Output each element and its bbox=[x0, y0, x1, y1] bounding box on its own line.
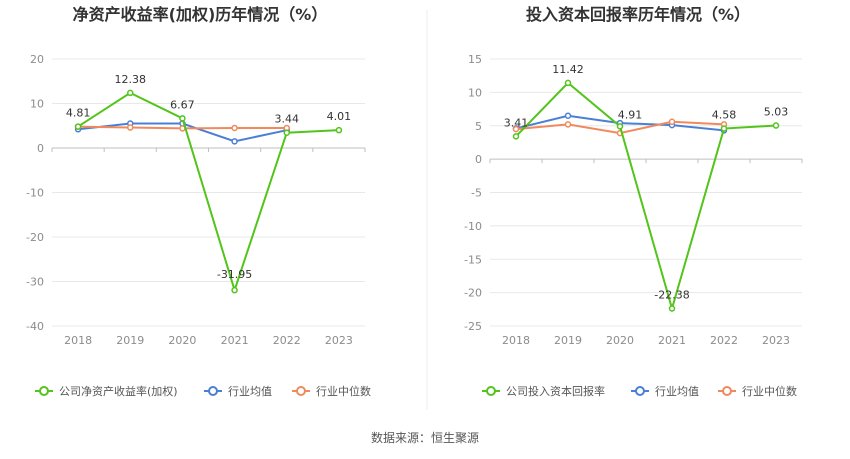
data-label: 3.44 bbox=[275, 113, 300, 126]
legend-swatch-marker bbox=[208, 386, 218, 396]
legend-entry: 公司净资产收益率(加权) bbox=[59, 384, 178, 398]
chart-1: 20 10 0 -10 -20 -30 -40 2018 2019 2020 2021 2022 202… bbox=[26, 53, 371, 398]
x-tick-label: 2023 bbox=[325, 334, 353, 347]
data-label: 4.81 bbox=[66, 107, 91, 120]
x-tick-label: 2018 bbox=[64, 334, 92, 347]
data-point bbox=[179, 115, 186, 122]
y-tick-label: -30 bbox=[26, 276, 44, 289]
data-point bbox=[564, 79, 572, 87]
data-label: 4.58 bbox=[712, 109, 737, 122]
legend-swatch-marker bbox=[722, 386, 732, 396]
y-tick-label: -5 bbox=[471, 187, 482, 200]
x-tick-label: 2019 bbox=[554, 334, 582, 347]
data-point bbox=[720, 125, 728, 132]
data-label: 4.91 bbox=[618, 108, 643, 121]
data-label: 3.41 bbox=[504, 116, 529, 129]
legend-entry: 行业均值 bbox=[655, 385, 699, 398]
data-label: 11.42 bbox=[552, 63, 584, 76]
data-point bbox=[283, 129, 290, 136]
legend-swatch-marker bbox=[635, 386, 645, 396]
y-tick-label: 10 bbox=[30, 98, 44, 111]
y-tick-label: -10 bbox=[464, 220, 482, 233]
data-point bbox=[512, 133, 520, 140]
data-point bbox=[127, 89, 134, 97]
data-label: -31.95 bbox=[217, 268, 252, 281]
data-point bbox=[564, 112, 572, 119]
y-tick-label: -10 bbox=[26, 187, 44, 200]
legend-entry: 行业均值 bbox=[228, 385, 272, 398]
y-tick-label: -25 bbox=[464, 320, 482, 333]
y-tick-label: 10 bbox=[468, 86, 482, 99]
series-line-1 bbox=[77, 91, 339, 294]
x-tick-label: 2022 bbox=[710, 334, 738, 347]
y-tick-label: 20 bbox=[30, 53, 44, 66]
data-point bbox=[231, 124, 238, 132]
y-tick-label: 15 bbox=[468, 53, 482, 66]
x-tick-label: 2020 bbox=[606, 334, 634, 347]
y-tick-label: -15 bbox=[464, 253, 482, 266]
data-point bbox=[564, 121, 572, 128]
x-tick-label: 2020 bbox=[168, 334, 196, 347]
chart-2-title: 投入资本回报率历年情况（%） bbox=[526, 5, 750, 24]
chart-1-title: 净资产收益率(加权)历年情况（%） bbox=[73, 5, 328, 24]
x-tick-label: 2021 bbox=[221, 334, 249, 347]
data-point bbox=[668, 305, 676, 312]
x-tick-label: 2018 bbox=[502, 334, 530, 347]
data-point bbox=[74, 123, 82, 130]
data-point bbox=[668, 118, 676, 125]
data-point bbox=[616, 123, 624, 130]
x-tick-label: 2021 bbox=[658, 334, 686, 347]
data-point bbox=[231, 138, 238, 145]
y-tick-label: -20 bbox=[464, 287, 482, 300]
data-label: 4.01 bbox=[327, 110, 352, 123]
chart-2: 15 10 5 0 -5 -10 -15 -20 -25 2018 2019 2020 2021 2022… bbox=[464, 53, 803, 398]
legend-entry: 行业中位数 bbox=[316, 384, 371, 398]
legend-swatch-marker bbox=[296, 386, 306, 396]
y-tick-label: 0 bbox=[37, 142, 44, 155]
legend-swatch-marker bbox=[39, 386, 49, 396]
legend-swatch-marker bbox=[486, 386, 496, 396]
data-point bbox=[127, 124, 134, 131]
data-label: 12.38 bbox=[115, 73, 147, 86]
data-point bbox=[512, 125, 520, 133]
legend-entry: 公司投入资本回报率 bbox=[506, 384, 605, 398]
data-label: 5.03 bbox=[764, 106, 789, 119]
y-tick-label: -40 bbox=[26, 320, 44, 333]
data-point bbox=[231, 286, 238, 294]
y-tick-label: 5 bbox=[475, 120, 482, 133]
data-label: -22.38 bbox=[654, 289, 689, 302]
x-tick-label: 2019 bbox=[116, 334, 144, 347]
x-tick-label: 2023 bbox=[762, 334, 790, 347]
series-line-1 bbox=[515, 81, 777, 313]
data-source: 数据来源：恒生聚源 bbox=[371, 430, 479, 445]
y-tick-label: -20 bbox=[26, 231, 44, 244]
data-point bbox=[772, 122, 780, 129]
x-tick-label: 2022 bbox=[273, 334, 301, 347]
data-label: 6.67 bbox=[170, 98, 195, 111]
legend-entry: 行业中位数 bbox=[742, 384, 797, 398]
data-point bbox=[335, 126, 343, 134]
y-tick-label: 0 bbox=[475, 153, 482, 166]
